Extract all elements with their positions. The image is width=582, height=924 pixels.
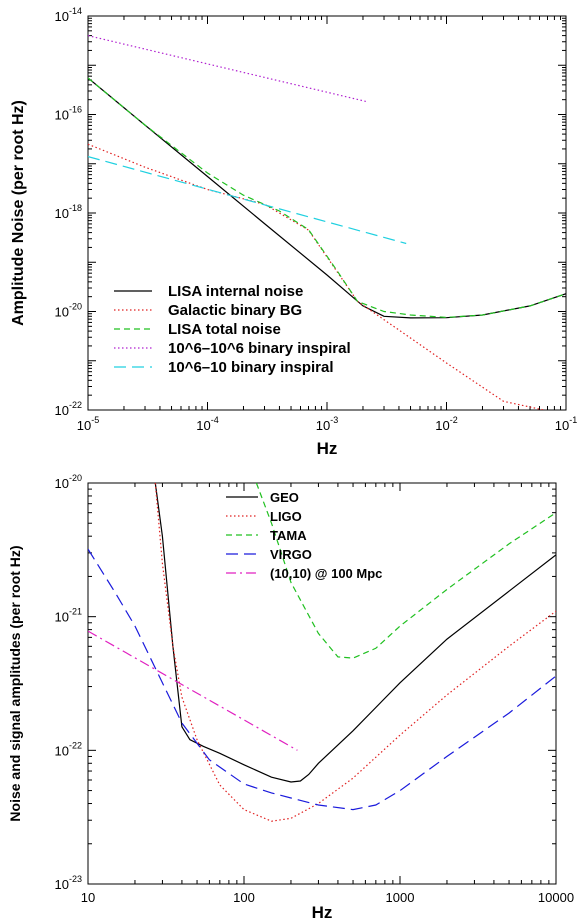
y-tick-label: 10-22 [55, 740, 82, 758]
x-tick-label: 10-1 [555, 415, 577, 433]
series-line-2 [154, 483, 556, 822]
legend-entry: LISA total noise [168, 321, 281, 338]
y-axis-label: Noise and signal amplitudes (per root Hz… [7, 545, 23, 821]
x-tick-label: 1000 [386, 890, 415, 905]
y-tick-label: 10-20 [55, 473, 82, 491]
legend-entry: LISA internal noise [168, 283, 303, 300]
x-tick-label: 100 [233, 890, 255, 905]
legend-entry: 10^6–10 binary inspiral [168, 359, 334, 376]
y-tick-label: 10-16 [55, 105, 82, 123]
y-axis-label: Amplitude Noise (per root Hz) [10, 100, 27, 326]
series-line-3 [255, 483, 556, 659]
plot-frame [87, 482, 557, 885]
series-line-1 [88, 77, 566, 319]
legend-entry: LIGO [270, 509, 302, 524]
x-tick-label: 10-2 [435, 415, 457, 433]
legend-entry: 10^6–10^6 binary inspiral [168, 340, 351, 357]
series-line-3 [88, 77, 566, 319]
legend-entry: (10,10) @ 100 Mpc [270, 566, 382, 581]
chart-2: 10 100 1000 10000 10-23 10-22 10-21 10-20 Hz Nois… [7, 473, 574, 922]
series-line-4 [88, 548, 556, 811]
y-tick-label: 10-18 [55, 203, 82, 221]
x-tick-label: 10-3 [316, 415, 338, 433]
y-tick-label: 10-22 [55, 400, 82, 418]
legend-entry: Galactic binary BG [168, 302, 302, 319]
x-tick-label: 10 [81, 890, 95, 905]
legend: LISA internal noise Galactic binary BG LIS… [114, 283, 351, 376]
x-tick-label: 10-4 [196, 415, 218, 433]
y-tick-label: 10-20 [55, 302, 82, 320]
series-line-5 [88, 156, 407, 245]
y-tick-label: 10-21 [55, 607, 82, 625]
legend-entry: VIRGO [270, 547, 312, 562]
x-tick-label: 10-5 [77, 415, 99, 433]
y-tick-label: 10-14 [55, 6, 82, 24]
x-tick-label: 10000 [538, 890, 574, 905]
series-line-1 [154, 483, 556, 783]
x-axis-label: Hz [317, 439, 338, 458]
series-line-4 [88, 35, 369, 103]
y-tick-label: 10-23 [55, 874, 82, 892]
legend: GEO LIGO TAMA VIRGO (10,10) @ 100 Mpc [226, 490, 382, 581]
x-axis-label: Hz [312, 903, 333, 922]
chart-1: 10-5 10-4 10-3 10-2 10-1 10-22 10-20 10-18 10-16… [10, 6, 577, 458]
legend-entry: TAMA [270, 528, 307, 543]
legend-entry: GEO [270, 490, 299, 505]
series-line-5 [88, 630, 298, 751]
